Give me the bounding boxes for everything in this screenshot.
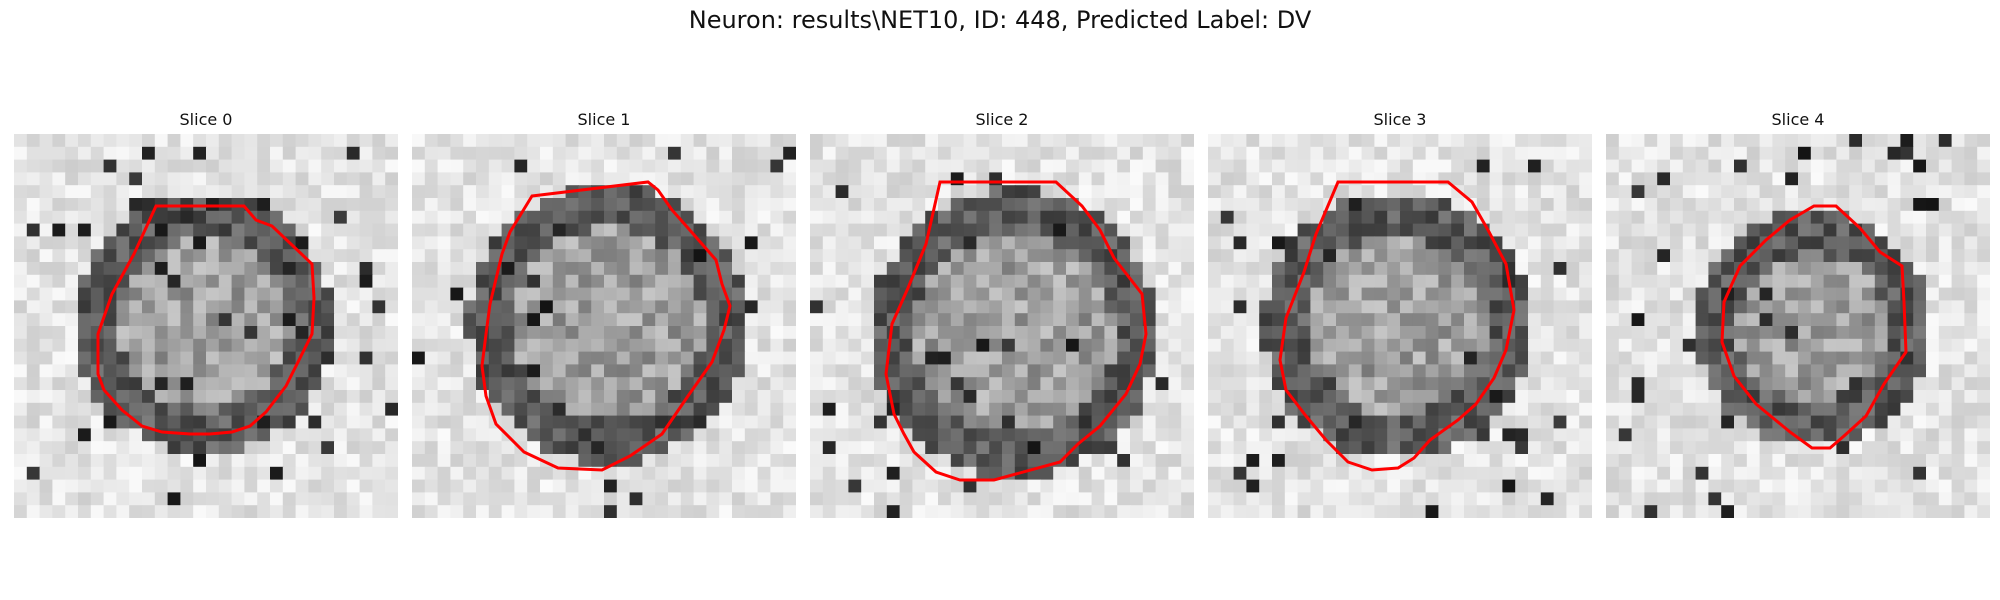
- roi-contour-2: [884, 180, 1148, 482]
- slice-image-0: [14, 134, 398, 518]
- roi-contour-4: [1720, 204, 1908, 450]
- slice-title-2: Slice 2: [975, 110, 1029, 129]
- slice-image-3: [1208, 134, 1592, 518]
- figure-title: Neuron: results\NET10, ID: 448, Predicte…: [688, 6, 1312, 34]
- roi-contour-1: [480, 180, 732, 472]
- slice-title-3: Slice 3: [1373, 110, 1427, 129]
- slice-panel-1: Slice 1: [412, 108, 796, 518]
- slice-title-0: Slice 0: [179, 110, 233, 129]
- slice-image-4: [1606, 134, 1990, 518]
- slice-panel-3: Slice 3: [1208, 108, 1592, 518]
- slice-panel-0: Slice 0: [14, 108, 398, 518]
- slice-panel-2: Slice 2: [810, 108, 1194, 518]
- slice-title-4: Slice 4: [1771, 110, 1825, 129]
- slice-image-2: [810, 134, 1194, 518]
- slice-panel-4: Slice 4: [1606, 108, 1990, 518]
- slice-image-1: [412, 134, 796, 518]
- roi-contour-0: [96, 204, 316, 436]
- slice-title-1: Slice 1: [577, 110, 631, 129]
- roi-contour-3: [1278, 180, 1516, 472]
